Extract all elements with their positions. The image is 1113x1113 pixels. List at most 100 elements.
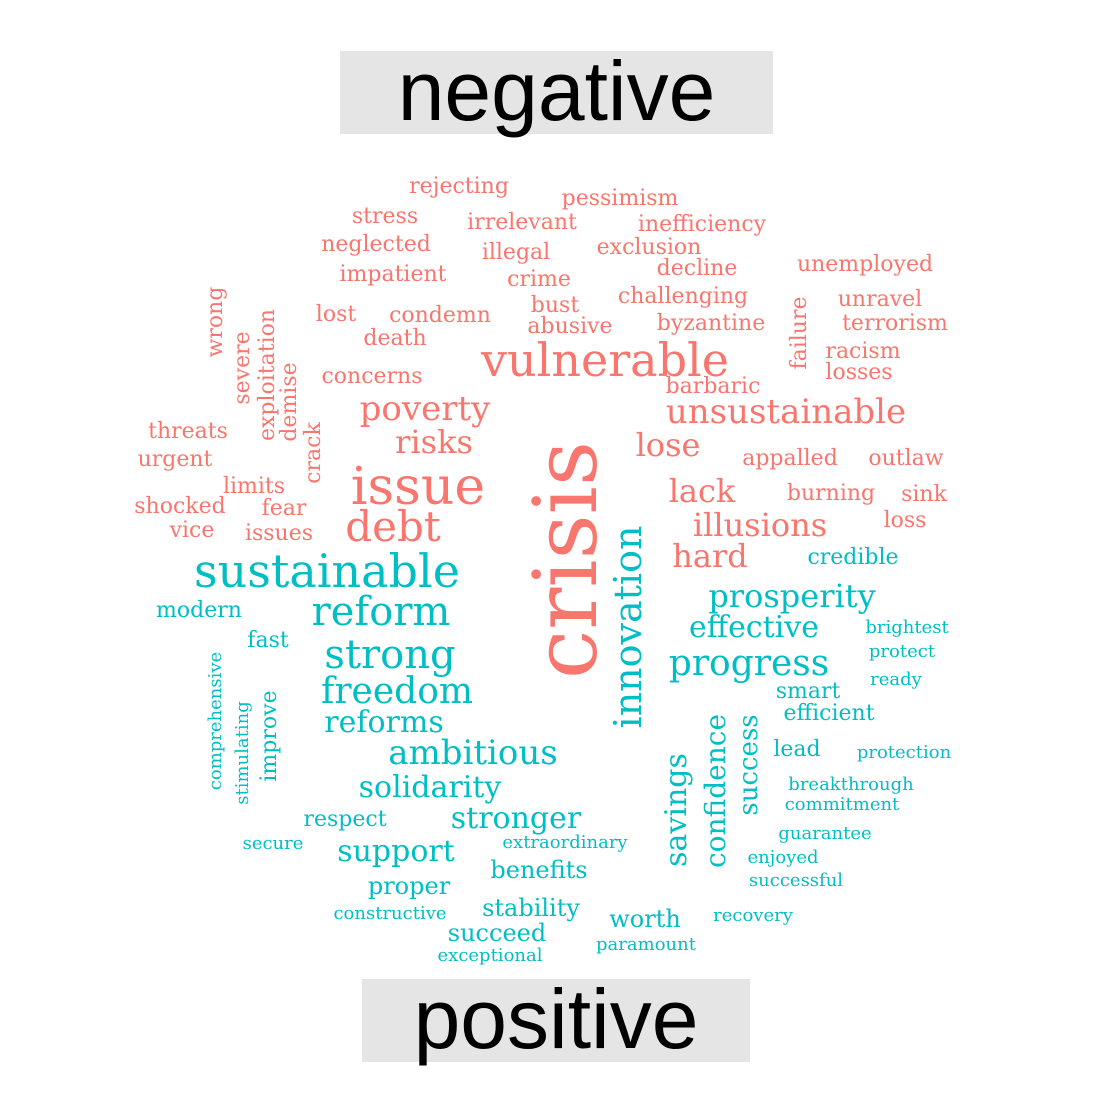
- word-failure: failure: [787, 296, 812, 370]
- word-paramount: paramount: [596, 934, 696, 955]
- word-proper: proper: [367, 872, 451, 900]
- word-vulnerable: vulnerable: [481, 333, 729, 387]
- word-burning: burning: [786, 481, 876, 506]
- word-support: support: [337, 834, 455, 869]
- word-savings: savings: [659, 753, 694, 867]
- word-issues: issues: [244, 521, 314, 546]
- word-reforms: reforms: [324, 705, 444, 740]
- word-constructive: constructive: [333, 903, 447, 924]
- word-hard: hard: [672, 537, 748, 575]
- word-abusive: abusive: [527, 314, 613, 339]
- word-vice: vice: [169, 518, 215, 543]
- word-confidence: confidence: [699, 713, 732, 869]
- word-exclusion: exclusion: [596, 235, 702, 260]
- word-modern: modern: [156, 598, 242, 623]
- word-progress: progress: [668, 643, 830, 684]
- word-threats: threats: [148, 419, 228, 444]
- word-urgent: urgent: [137, 447, 213, 472]
- word-sustainable: sustainable: [194, 544, 460, 598]
- word-stability: stability: [482, 894, 580, 922]
- word-challenging: challenging: [617, 284, 749, 309]
- word-debt: debt: [345, 502, 441, 551]
- word-smart: smart: [775, 679, 841, 704]
- word-rejecting: rejecting: [409, 174, 509, 199]
- word-crisis: crisis: [514, 441, 617, 679]
- word-unsustainable: unsustainable: [665, 392, 907, 432]
- word-losses: losses: [825, 360, 893, 385]
- word-crime: crime: [507, 267, 571, 292]
- word-innovation: innovation: [606, 525, 650, 729]
- word-respect: respect: [303, 807, 387, 832]
- word-reform: reform: [311, 589, 451, 635]
- word-guarantee: guarantee: [778, 823, 872, 844]
- word-strong: strong: [324, 632, 456, 678]
- word-sink: sink: [901, 482, 947, 507]
- word-wrong: wrong: [203, 286, 228, 358]
- word-protection: protection: [856, 742, 952, 763]
- word-unemployed: unemployed: [796, 252, 934, 277]
- positive-group-label: positive: [362, 977, 750, 1062]
- word-appalled: appalled: [742, 446, 838, 471]
- word-brightest: brightest: [865, 617, 949, 638]
- word-ambitious: ambitious: [388, 733, 558, 773]
- word-limits: limits: [222, 474, 286, 499]
- word-terrorism: terrorism: [842, 311, 948, 336]
- word-condemn: condemn: [389, 303, 491, 328]
- word-illegal: illegal: [481, 240, 551, 265]
- word-exceptional: exceptional: [437, 945, 543, 966]
- word-commitment: commitment: [784, 794, 900, 815]
- negative-group-label: negative: [340, 49, 773, 134]
- word-enjoyed: enjoyed: [747, 847, 819, 868]
- word-fear: fear: [261, 496, 307, 521]
- word-severe: severe: [230, 331, 255, 405]
- word-recovery: recovery: [713, 905, 793, 926]
- word-success: success: [734, 714, 764, 816]
- word-lead: lead: [773, 737, 821, 762]
- word-efficient: efficient: [783, 701, 875, 726]
- word-secure: secure: [242, 833, 304, 854]
- word-credible: credible: [807, 545, 899, 570]
- word-impatient: impatient: [339, 262, 447, 287]
- word-exploitation: exploitation: [255, 308, 280, 442]
- word-pessimism: pessimism: [561, 186, 679, 211]
- word-shocked: shocked: [134, 494, 226, 519]
- word-barbaric: barbaric: [665, 374, 761, 399]
- word-protect: protect: [868, 641, 936, 662]
- word-stronger: stronger: [450, 801, 582, 836]
- word-poverty: poverty: [359, 389, 491, 429]
- word-demise: demise: [277, 362, 302, 442]
- word-lose: lose: [635, 426, 701, 464]
- word-lost: lost: [315, 302, 357, 327]
- word-death: death: [363, 326, 427, 351]
- word-byzantine: byzantine: [656, 311, 766, 336]
- word-decline: decline: [656, 256, 738, 281]
- word-ready: ready: [870, 669, 922, 690]
- word-fast: fast: [247, 628, 289, 653]
- word-lack: lack: [668, 472, 736, 510]
- word-unravel: unravel: [837, 287, 923, 312]
- word-improve: improve: [257, 690, 282, 782]
- word-outlaw: outlaw: [868, 446, 944, 471]
- word-breakthrough: breakthrough: [788, 774, 914, 795]
- word-risks: risks: [395, 423, 473, 461]
- word-freedom: freedom: [321, 671, 473, 712]
- word-worth: worth: [609, 905, 681, 933]
- word-comprehensive: comprehensive: [205, 651, 226, 791]
- word-successful: successful: [748, 870, 844, 891]
- word-bust: bust: [530, 293, 580, 318]
- word-loss: loss: [883, 508, 927, 533]
- word-crack: crack: [301, 422, 326, 484]
- word-irrelevant: irrelevant: [467, 210, 577, 235]
- word-issue: issue: [350, 457, 486, 517]
- word-succeed: succeed: [447, 919, 547, 947]
- word-neglected: neglected: [321, 232, 431, 257]
- word-concerns: concerns: [321, 364, 423, 389]
- word-solidarity: solidarity: [358, 770, 502, 805]
- word-benefits: benefits: [490, 856, 588, 884]
- word-prosperity: prosperity: [708, 577, 876, 615]
- word-stimulating: stimulating: [232, 701, 253, 805]
- word-illusions: illusions: [692, 506, 828, 544]
- word-extraordinary: extraordinary: [502, 832, 628, 853]
- word-racism: racism: [825, 339, 901, 364]
